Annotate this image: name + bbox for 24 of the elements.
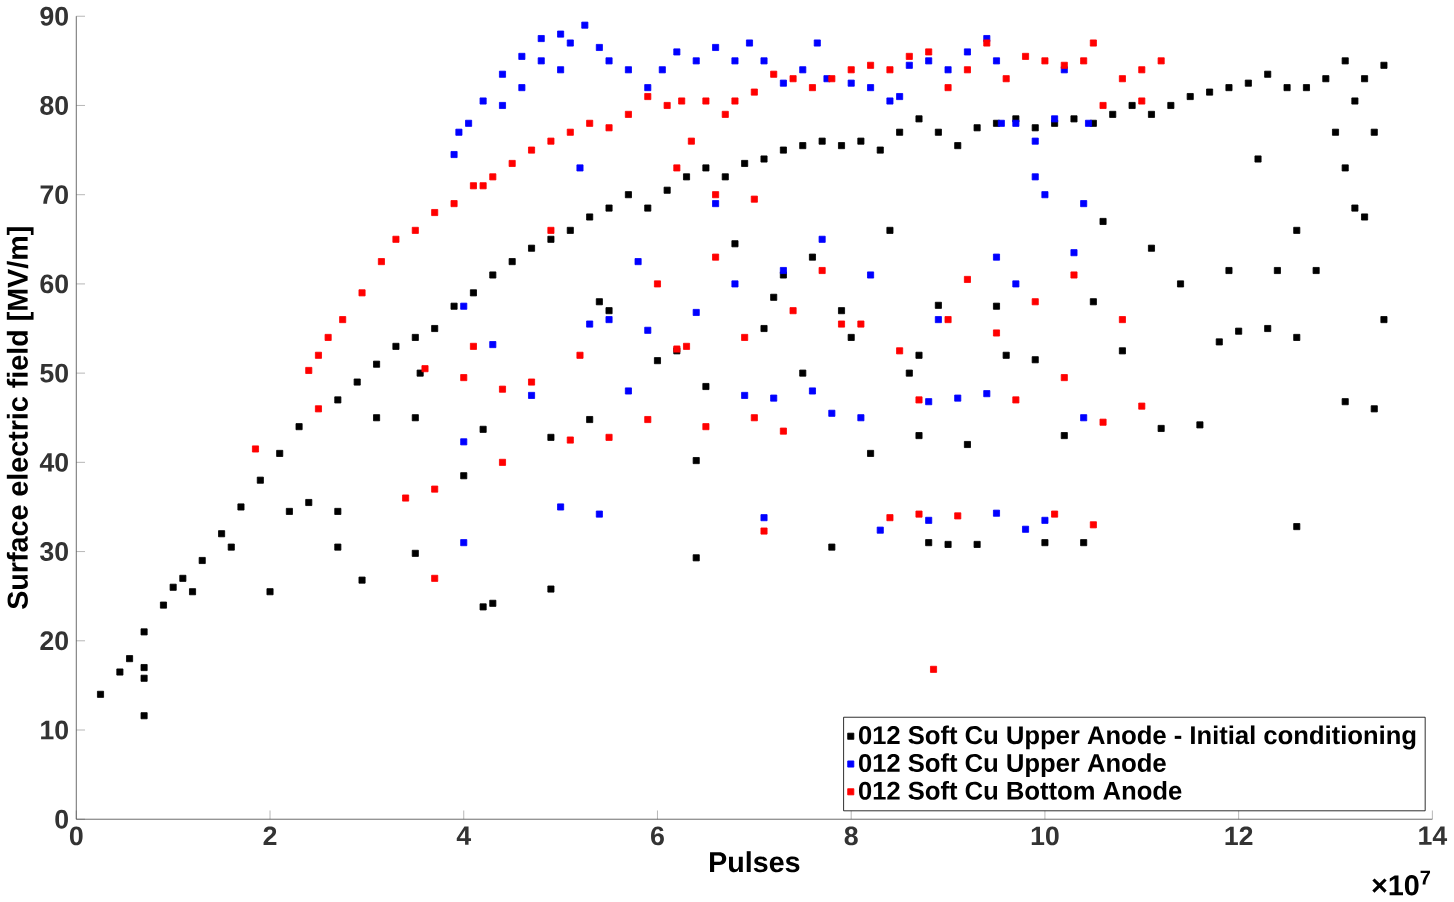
x-tick-label: 6	[651, 826, 664, 846]
y-tick-label: 60	[40, 274, 68, 294]
y-tick-label: 20	[40, 631, 68, 651]
y-tick-label: 40	[39, 452, 68, 472]
y-tick-label: 0	[55, 809, 68, 829]
x-tick-label: 8	[844, 826, 858, 846]
y-tick-label: 50	[40, 363, 68, 383]
y-tick-label: 80	[40, 95, 68, 115]
x-axis-title: Pulses	[710, 851, 800, 873]
legend-label: 012 Soft Cu Upper Anode - Initial conditioning	[858, 725, 1416, 750]
x-tick-label: 10	[1031, 826, 1059, 846]
y-tick-label: 90	[40, 6, 68, 26]
y-tick-label: 10	[41, 720, 68, 740]
y-axis-title: Surface electric field [MV/m]	[6, 227, 34, 609]
x-tick-label: 12	[1225, 826, 1253, 845]
x-tick-label: 4	[456, 826, 472, 845]
x-tick-label: 0	[69, 826, 83, 846]
x-tick-label: 14	[1419, 826, 1448, 845]
y-tick-label: 70	[40, 185, 68, 204]
x-tick-label: 2	[263, 826, 277, 845]
legend-label: 012 Soft Cu Bottom Anode	[858, 780, 1182, 800]
legend-label: 012 Soft Cu Upper Anode	[858, 753, 1166, 777]
text: ×10$^{7}$	[1372, 870, 1431, 896]
y-tick-label: 30	[40, 541, 68, 561]
